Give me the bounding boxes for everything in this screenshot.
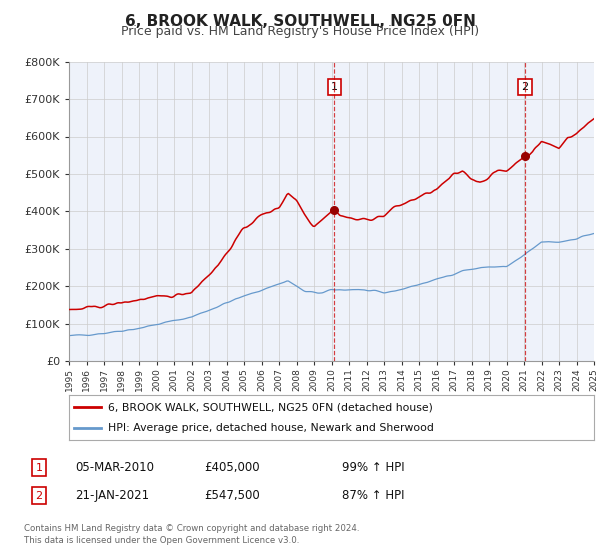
Text: £405,000: £405,000 bbox=[204, 461, 260, 474]
Text: 99% ↑ HPI: 99% ↑ HPI bbox=[342, 461, 404, 474]
Text: 6, BROOK WALK, SOUTHWELL, NG25 0FN: 6, BROOK WALK, SOUTHWELL, NG25 0FN bbox=[125, 14, 475, 29]
Text: 2: 2 bbox=[35, 491, 43, 501]
Text: Contains HM Land Registry data © Crown copyright and database right 2024.: Contains HM Land Registry data © Crown c… bbox=[24, 524, 359, 533]
Text: £547,500: £547,500 bbox=[204, 489, 260, 502]
Text: This data is licensed under the Open Government Licence v3.0.: This data is licensed under the Open Gov… bbox=[24, 536, 299, 545]
Text: 87% ↑ HPI: 87% ↑ HPI bbox=[342, 489, 404, 502]
Text: 2: 2 bbox=[521, 82, 529, 92]
Text: 21-JAN-2021: 21-JAN-2021 bbox=[75, 489, 149, 502]
Text: 1: 1 bbox=[35, 463, 43, 473]
Text: 6, BROOK WALK, SOUTHWELL, NG25 0FN (detached house): 6, BROOK WALK, SOUTHWELL, NG25 0FN (deta… bbox=[109, 402, 433, 412]
Text: HPI: Average price, detached house, Newark and Sherwood: HPI: Average price, detached house, Newa… bbox=[109, 423, 434, 433]
Text: 05-MAR-2010: 05-MAR-2010 bbox=[75, 461, 154, 474]
Text: 1: 1 bbox=[331, 82, 338, 92]
Text: Price paid vs. HM Land Registry's House Price Index (HPI): Price paid vs. HM Land Registry's House … bbox=[121, 25, 479, 38]
